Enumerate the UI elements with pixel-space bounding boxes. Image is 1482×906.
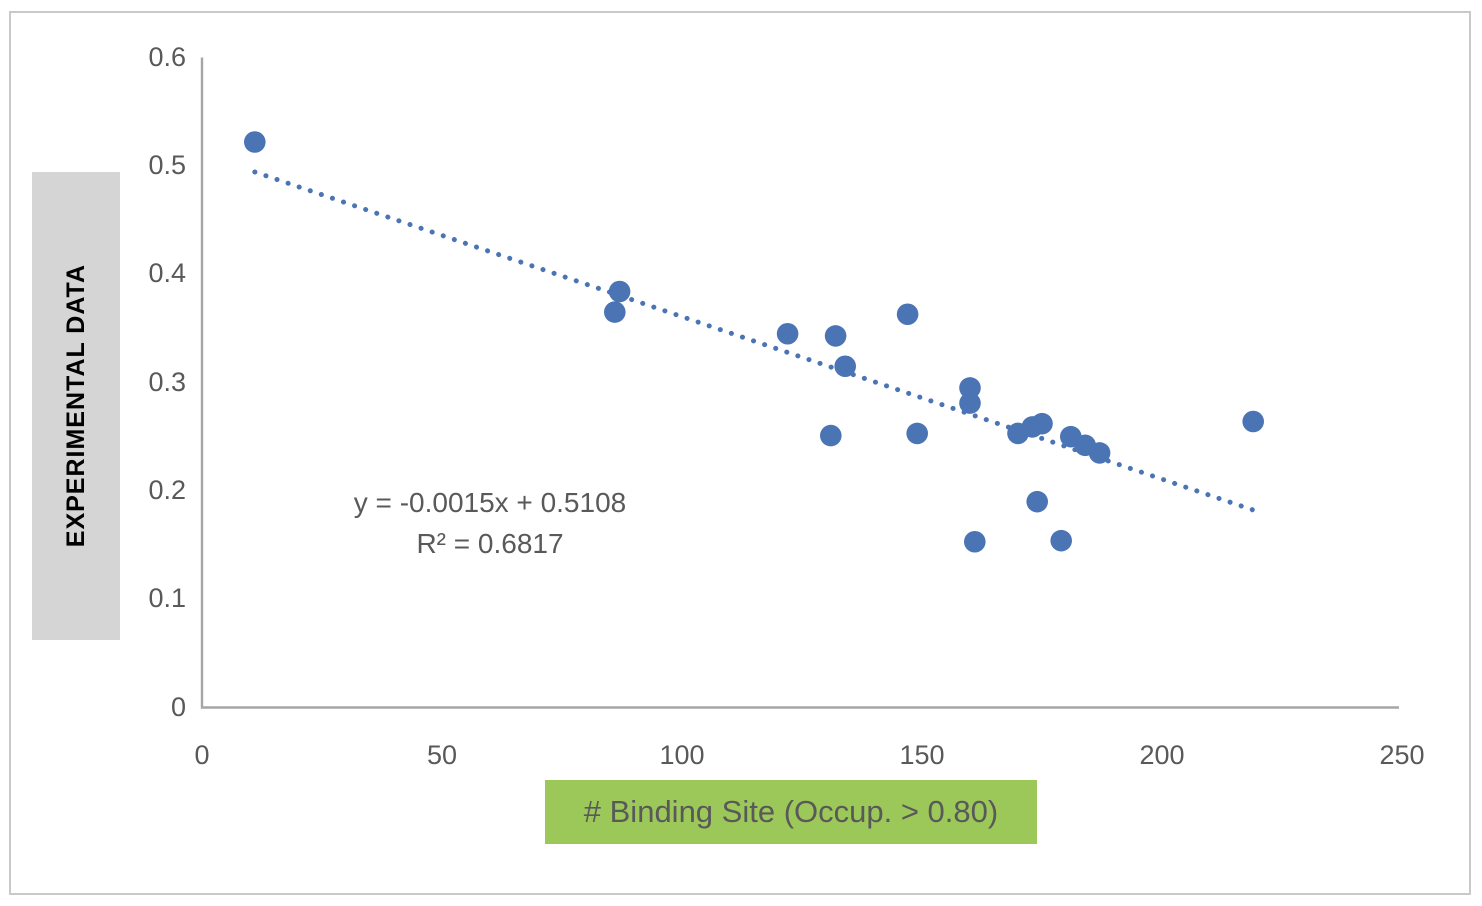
data-point <box>959 377 981 399</box>
x-axis-title: # Binding Site (Occup. > 0.80) <box>583 794 999 829</box>
data-point <box>896 303 919 326</box>
y-axis-title-box: EXPERIMENTAL DATA <box>32 172 120 640</box>
y-tick-label: 0.6 <box>148 41 186 72</box>
x-tick-label: 0 <box>194 739 210 770</box>
trendline-equation: y = -0.0015x + 0.5108 R² = 0.6817 <box>290 482 690 564</box>
x-tick-label: 150 <box>899 739 945 770</box>
data-point <box>964 530 986 553</box>
y-tick-label: 0.5 <box>148 149 186 180</box>
data-point <box>906 422 928 445</box>
equation-line: y = -0.0015x + 0.5108 <box>353 487 627 518</box>
data-point <box>608 280 631 303</box>
data-point <box>776 322 799 345</box>
y-axis-title: EXPERIMENTAL DATA <box>61 264 90 548</box>
y-tick-label: 0.3 <box>148 366 186 397</box>
data-point <box>1088 442 1111 464</box>
x-tick-label: 100 <box>659 739 705 770</box>
data-point <box>1050 529 1072 552</box>
x-tick-label: 250 <box>1379 739 1425 770</box>
data-point <box>604 301 626 323</box>
data-point <box>1031 412 1053 435</box>
data-point <box>1242 410 1264 433</box>
y-tick-label: 0.4 <box>148 258 186 289</box>
y-tick-label: 0.2 <box>148 474 186 505</box>
data-point <box>820 424 842 447</box>
data-point <box>1026 490 1048 513</box>
data-point <box>959 392 981 414</box>
x-tick-label: 50 <box>426 739 458 770</box>
x-tick-label: 200 <box>1139 739 1185 770</box>
data-point <box>824 325 847 347</box>
y-tick-label: 0.1 <box>148 583 186 614</box>
r-squared-line: R² = 0.6817 <box>416 528 564 559</box>
data-point <box>244 131 266 153</box>
x-axis-title-box: # Binding Site (Occup. > 0.80) <box>545 780 1037 844</box>
y-tick-label: 0 <box>170 691 186 722</box>
data-point <box>834 355 856 378</box>
